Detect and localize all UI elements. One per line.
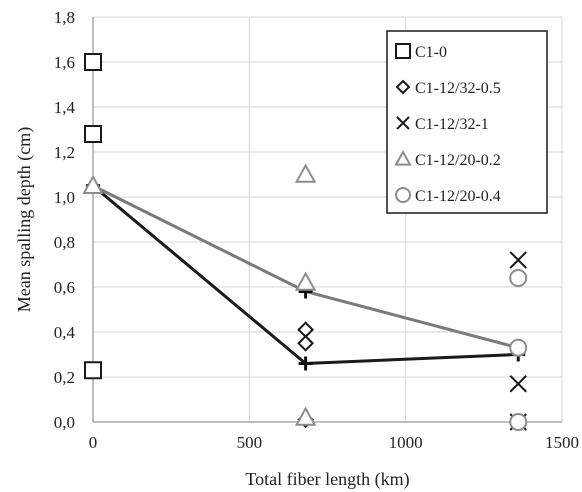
legend-label: C1-12/32-1 bbox=[415, 116, 489, 133]
data-point-x bbox=[509, 251, 527, 269]
triangle-shape bbox=[394, 149, 412, 166]
data-point-square bbox=[84, 53, 102, 71]
legend-marker bbox=[394, 149, 412, 166]
x-tick-label: 1000 bbox=[389, 433, 423, 452]
legend-marker bbox=[395, 187, 411, 203]
diamond-shape bbox=[297, 334, 315, 352]
data-point-square bbox=[84, 125, 102, 143]
y-axis-title: Mean spalling depth (cm) bbox=[14, 127, 35, 312]
data-point-square bbox=[84, 361, 102, 380]
square-shape bbox=[84, 125, 102, 143]
data-point-triangle bbox=[294, 406, 317, 426]
plus-marker bbox=[298, 356, 313, 371]
data-point-circle bbox=[509, 338, 528, 357]
tick-labels: 0,0 0,2 0,4 0,6 0,8 1,0 1,2 1,4 1,6 1,8 0 500 1000 15… bbox=[54, 8, 579, 452]
y-tick-label: 0,4 bbox=[54, 323, 76, 342]
legend-label: C1-12/32-0.5 bbox=[415, 80, 501, 97]
data-point-triangle bbox=[294, 271, 317, 291]
circle-shape bbox=[509, 269, 528, 287]
y-tick-label: 1,6 bbox=[54, 53, 75, 72]
x-tick-label: 0 bbox=[89, 433, 98, 452]
x-tick-label: 1500 bbox=[545, 433, 579, 452]
legend-label: C1-12/20-0.2 bbox=[415, 152, 501, 169]
y-tick-label: 0,2 bbox=[54, 368, 75, 387]
x-tick-label: 500 bbox=[237, 433, 263, 452]
circle-shape bbox=[395, 187, 411, 203]
legend-marker bbox=[396, 116, 410, 130]
data-point-triangle bbox=[294, 163, 317, 183]
square-shape bbox=[395, 43, 411, 59]
data-point-diamond bbox=[297, 334, 315, 352]
data-points bbox=[82, 53, 528, 431]
diamond-shape bbox=[297, 321, 315, 339]
y-tick-label: 0,8 bbox=[54, 233, 75, 252]
data-point-x bbox=[509, 375, 527, 393]
triangle-shape bbox=[294, 163, 317, 183]
data-point-circle bbox=[509, 269, 528, 287]
circle-shape bbox=[509, 338, 528, 357]
triangle-shape bbox=[82, 174, 104, 194]
square-shape bbox=[84, 361, 102, 380]
diamond-shape bbox=[395, 79, 411, 95]
triangle-shape bbox=[294, 271, 317, 291]
square-shape bbox=[84, 53, 102, 71]
y-tick-label: 0,0 bbox=[54, 413, 75, 432]
data-point-diamond bbox=[297, 321, 315, 339]
y-tick-label: 1,2 bbox=[54, 143, 75, 162]
y-tick-label: 1,0 bbox=[54, 188, 75, 207]
legend-label: C1-0 bbox=[415, 44, 447, 61]
circle-shape bbox=[509, 413, 528, 431]
y-tick-label: 1,8 bbox=[54, 8, 75, 27]
legend: C1-0 C1-12/32-0.5 C1-12/32-1 C1-12/20-0.2 C1… bbox=[386, 30, 548, 214]
y-tick-label: 0,6 bbox=[54, 278, 75, 297]
x-stroke-b bbox=[396, 116, 410, 130]
legend-marker bbox=[395, 43, 411, 59]
x-stroke-b bbox=[509, 251, 527, 269]
x-axis-title: Total fiber length (km) bbox=[245, 469, 409, 490]
triangle-shape bbox=[294, 406, 317, 426]
legend-marker bbox=[395, 79, 411, 95]
data-point-circle bbox=[509, 413, 528, 431]
x-stroke-b bbox=[509, 375, 527, 393]
legend-label: C1-12/20-0.4 bbox=[415, 188, 501, 205]
axes bbox=[92, 17, 562, 423]
legend-box bbox=[386, 30, 548, 214]
y-tick-label: 1,4 bbox=[54, 98, 76, 117]
data-point-triangle bbox=[82, 174, 104, 194]
